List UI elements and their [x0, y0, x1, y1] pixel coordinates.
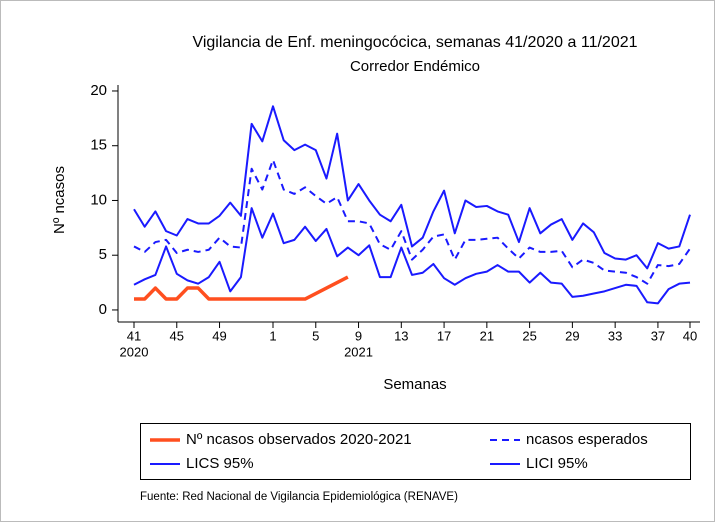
- x-tick-label: 33: [608, 328, 622, 343]
- y-axis-label: Nº ncasos: [51, 166, 68, 234]
- legend-label: Nº ncasos observados 2020-2021: [186, 431, 412, 448]
- x-tick-label: 45: [170, 328, 184, 343]
- x-tick-label: 40: [683, 328, 697, 343]
- legend-box: [140, 423, 691, 480]
- series-line: [133, 105, 691, 270]
- x-axis-label: Semanas: [383, 376, 446, 393]
- x-tick-label: 5: [312, 328, 319, 343]
- legend-label: LICS 95%: [186, 455, 254, 472]
- x-tick-label: 37: [651, 328, 665, 343]
- x-year-label: 2020: [120, 344, 149, 359]
- series-line: [133, 207, 691, 305]
- x-tick-label: 29: [565, 328, 579, 343]
- x-tick-label: 1: [269, 328, 276, 343]
- x-tick-label: 9: [355, 328, 362, 343]
- y-tick-label: 5: [99, 246, 107, 263]
- y-tick-label: 0: [99, 301, 107, 318]
- x-tick-label: 41: [127, 328, 141, 343]
- x-tick-label: 17: [437, 328, 451, 343]
- x-tick-label: 49: [212, 328, 226, 343]
- chart-subtitle: Corredor Endémico: [350, 58, 480, 75]
- series-line: [134, 275, 349, 301]
- y-tick-label: 10: [90, 191, 107, 208]
- y-tick-label: 15: [90, 137, 107, 154]
- x-year-label: 2021: [344, 344, 373, 359]
- y-tick-label: 20: [90, 82, 107, 99]
- source-note: Fuente: Red Nacional de Vigilancia Epide…: [140, 491, 458, 503]
- x-tick-label: 21: [480, 328, 494, 343]
- series-line: [133, 158, 691, 285]
- legend-label: ncasos esperados: [526, 431, 648, 448]
- x-tick-label: 25: [522, 328, 536, 343]
- legend-label: LICI 95%: [526, 455, 588, 472]
- x-tick-label: 13: [394, 328, 408, 343]
- chart-title: Vigilancia de Enf. meningocócica, semana…: [192, 34, 637, 51]
